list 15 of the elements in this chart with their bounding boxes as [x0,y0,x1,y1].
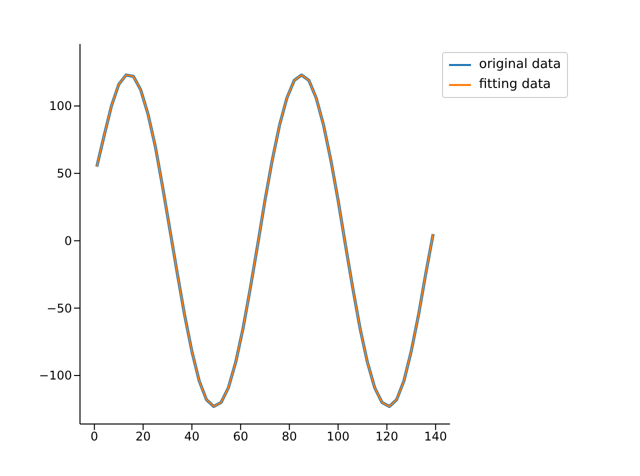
x-tick-label: 80 [282,430,298,444]
x-tick-label: 120 [375,430,398,444]
x-tick-label: 140 [424,430,448,444]
legend-label: original data [478,56,561,74]
y-tick-label: 50 [56,166,72,181]
y-tick-label: −50 [46,301,72,316]
y-tick-label: 100 [49,99,72,114]
legend-label: fitting data [478,76,551,94]
y-tick-label: 0 [64,234,72,248]
x-tick-label: 40 [184,430,200,444]
x-tick-label: 60 [232,430,248,444]
x-tick-label: 0 [90,430,98,444]
x-tick-label: 100 [326,430,350,444]
x-tick-label: 20 [135,430,151,444]
y-tick-label: −100 [39,368,72,383]
